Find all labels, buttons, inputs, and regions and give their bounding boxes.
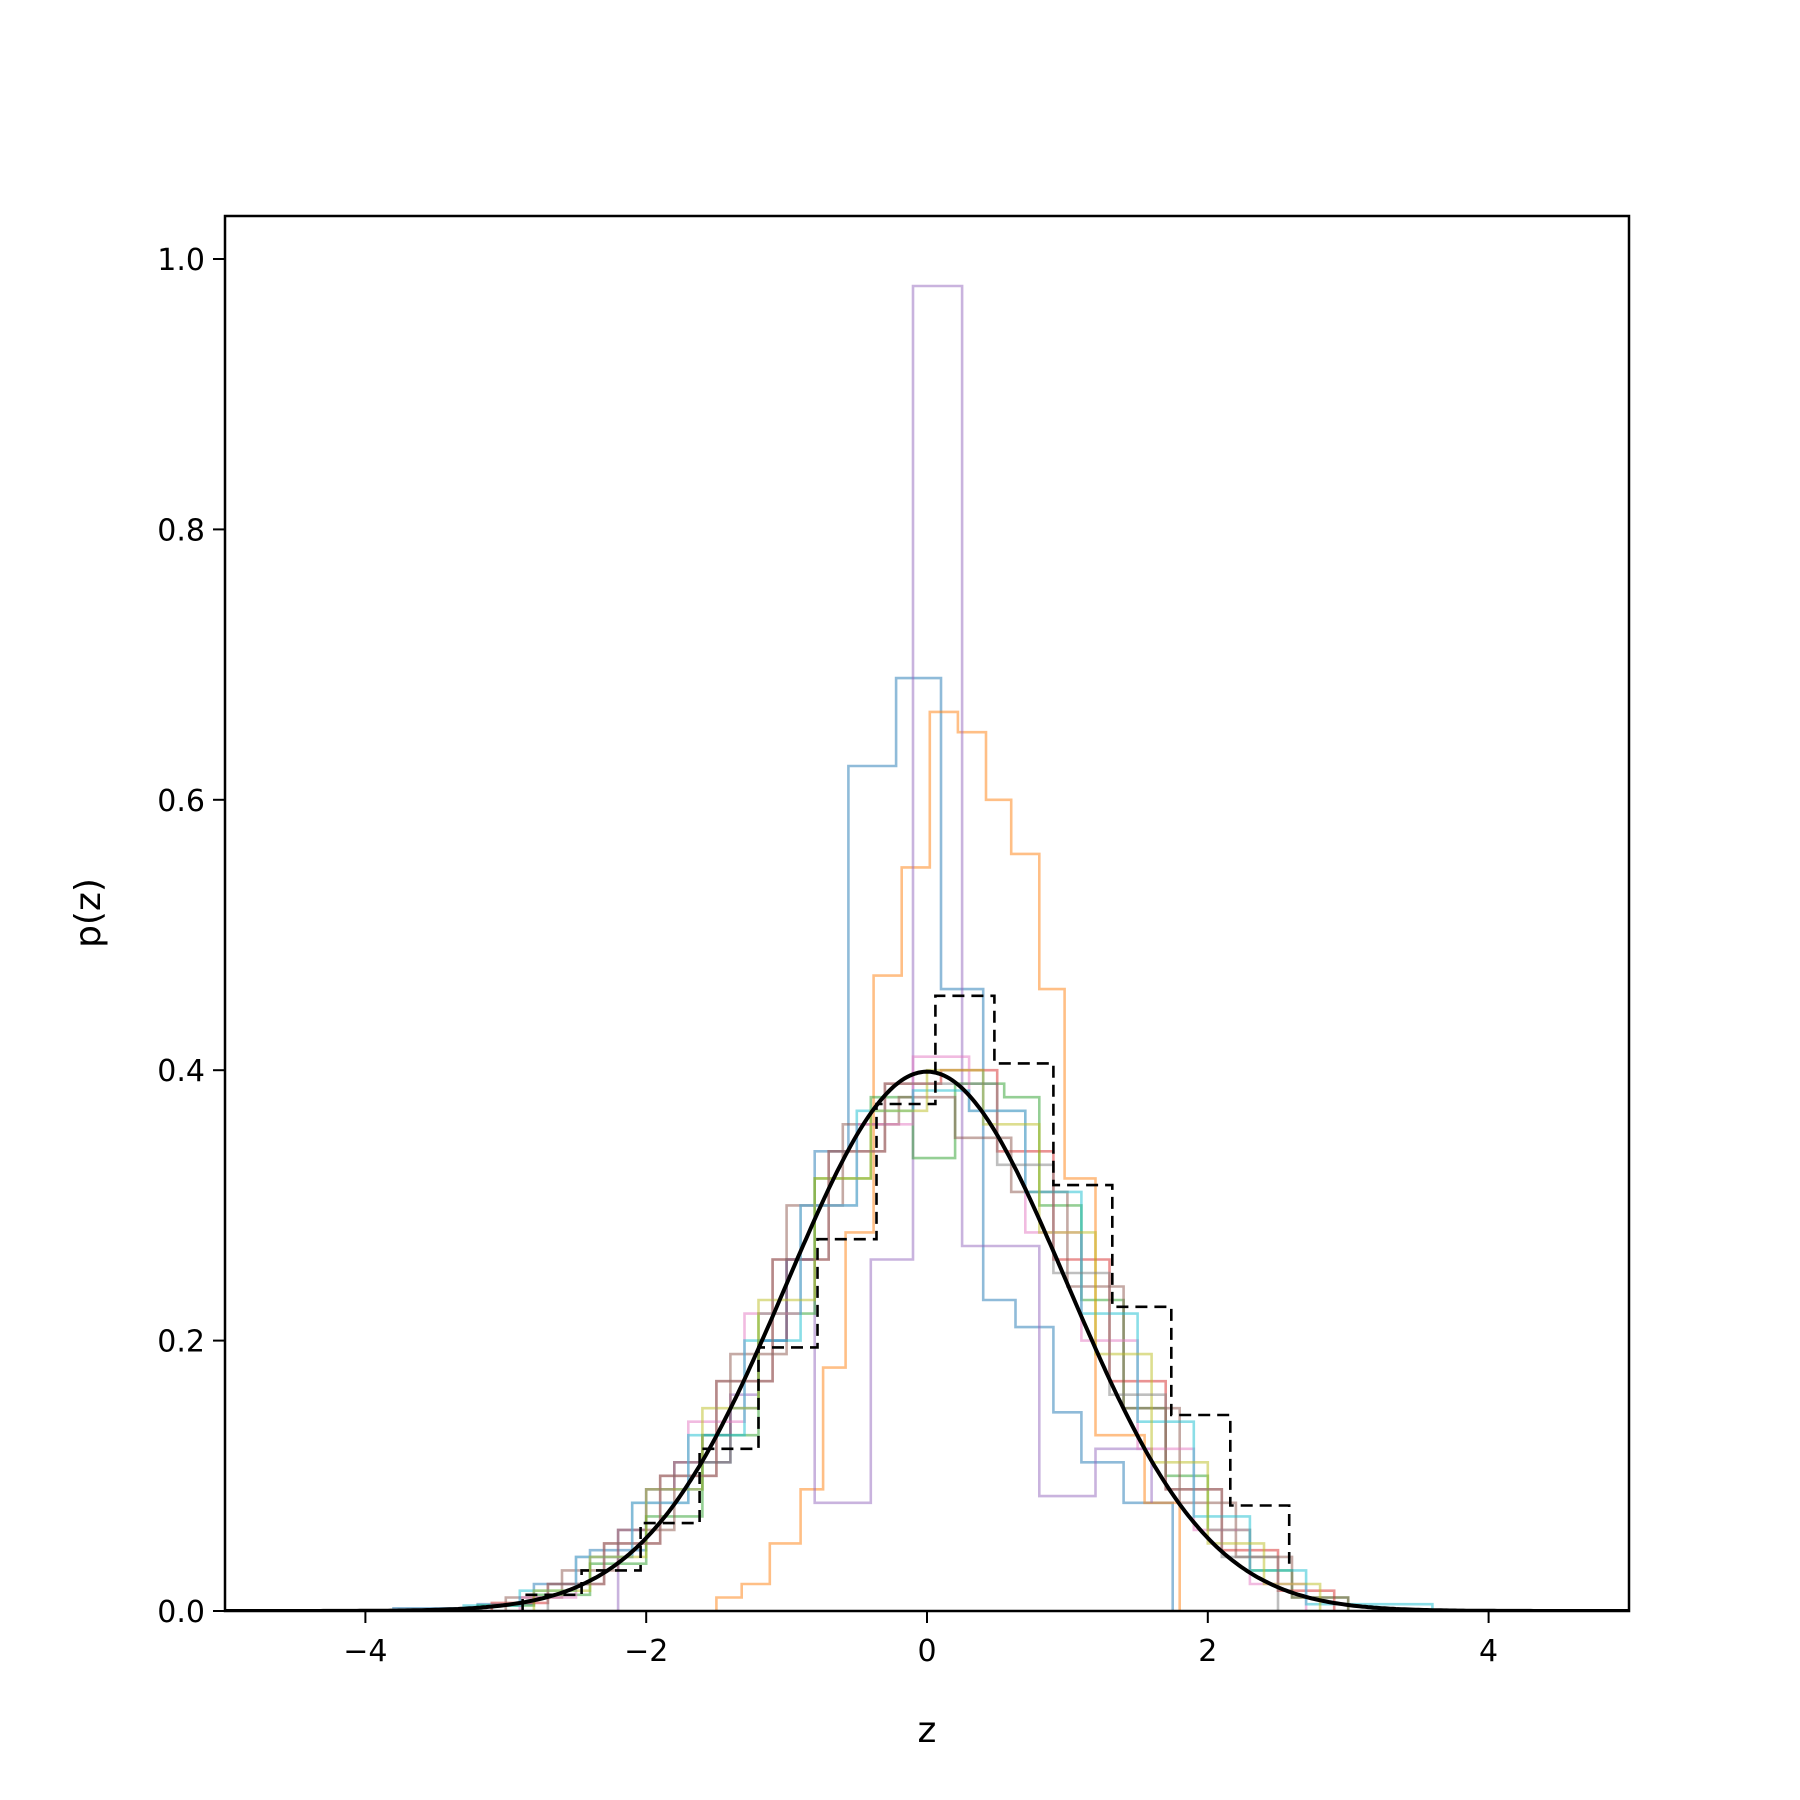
y-tick-label: 0.2 — [157, 1325, 205, 1360]
y-tick-label: 0.0 — [157, 1595, 205, 1630]
y-axis-ticks: 0.0 0.2 0.4 0.6 0.8 1.0 — [157, 243, 225, 1630]
x-tick-label: 4 — [1479, 1634, 1498, 1669]
y-tick-label: 1.0 — [157, 243, 205, 278]
x-axis-ticks: −4 −2 0 2 4 — [343, 1611, 1498, 1669]
x-tick-label: −4 — [343, 1634, 387, 1669]
series-layer — [225, 284, 1629, 1611]
x-tick-label: 2 — [1198, 1634, 1217, 1669]
histogram-series-9 — [532, 1068, 1322, 1611]
x-tick-label: −2 — [624, 1634, 668, 1669]
y-tick-label: 0.4 — [157, 1054, 205, 1089]
y-axis-label: p(z) — [68, 878, 109, 948]
x-tick-label: 0 — [917, 1634, 936, 1669]
reference-histogram-dashed — [521, 994, 1291, 1611]
x-axis-label: z — [918, 1710, 937, 1751]
histogram-series-2 — [715, 710, 1181, 1611]
y-tick-label: 0.8 — [157, 513, 205, 548]
y-tick-label: 0.6 — [157, 784, 205, 819]
normal-pdf-curve — [225, 1069, 1629, 1611]
